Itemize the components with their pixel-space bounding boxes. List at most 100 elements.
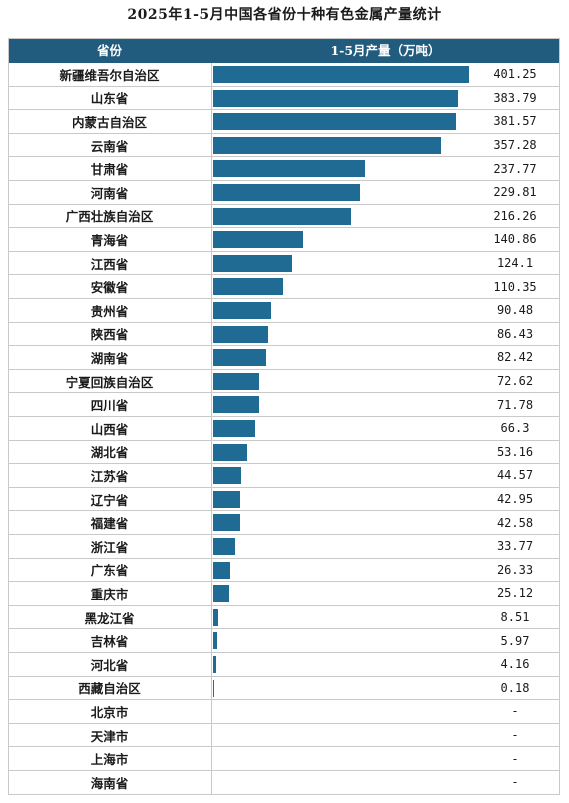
table-row: 福建省 42.58	[8, 511, 560, 535]
province-label: 江苏省	[90, 468, 129, 484]
province-label: 广西壮族自治区	[65, 209, 154, 225]
province-label: 上海市	[90, 752, 129, 768]
value-label: 4.16	[500, 657, 530, 672]
province-label: 吉林省	[90, 634, 129, 650]
value-label: 229.81	[493, 185, 537, 200]
value-bar	[213, 585, 230, 603]
province-label: 天津市	[90, 728, 129, 744]
province-label: 内蒙古自治区	[71, 114, 147, 130]
value-label: 124.1	[496, 256, 534, 271]
table-row: 安徽省 110.35	[8, 275, 560, 299]
table-row: 西藏自治区 0.18	[8, 677, 560, 701]
province-label: 福建省	[90, 516, 129, 532]
value-bar	[213, 420, 256, 437]
value-label: 5.97	[500, 633, 530, 648]
table-row: 广东省 26.33	[8, 559, 560, 583]
table-row: 陕西省 86.43	[8, 323, 560, 347]
value-label: 26.33	[496, 562, 534, 577]
chart-title: 2025年1-5月中国各省份十种有色金属产量统计	[127, 7, 442, 23]
province-label: 重庆市	[90, 586, 129, 602]
value-label: 72.62	[496, 374, 534, 389]
value-bar	[213, 443, 247, 461]
value-label: 110.35	[493, 279, 537, 294]
table-header: 省份 1-5月产量（万吨）	[8, 38, 560, 63]
value-bar	[213, 325, 269, 343]
value-bar	[213, 608, 219, 626]
province-label: 甘肃省	[90, 162, 129, 178]
table-row: 辽宁省 42.95	[8, 488, 560, 512]
value-bar	[213, 231, 303, 249]
value-label: 71.78	[496, 397, 534, 412]
table-row: 云南省 357.28	[8, 134, 560, 158]
value-label: 216.26	[493, 208, 537, 223]
table-row: 甘肃省 237.77	[8, 157, 560, 181]
table-row: 吉林省 5.97	[8, 629, 560, 653]
table-row: 山东省 383.79	[8, 87, 560, 111]
value-bar	[213, 66, 469, 83]
province-label: 安徽省	[90, 280, 129, 296]
value-label: 42.58	[496, 515, 534, 530]
province-label: 陕西省	[90, 327, 129, 343]
province-label: 海南省	[90, 775, 129, 791]
value-bar	[213, 514, 241, 532]
value-label: 140.86	[493, 232, 537, 247]
table-row: 内蒙古自治区 381.57	[8, 110, 560, 134]
value-bar	[213, 136, 441, 154]
value-label: 8.51	[500, 610, 530, 625]
table-row: 湖南省 82.42	[8, 346, 560, 370]
value-label: 90.48	[496, 303, 534, 318]
province-label: 河南省	[90, 185, 129, 201]
value-label: -	[511, 728, 519, 743]
province-label: 青海省	[90, 232, 129, 248]
value-bar	[213, 160, 365, 178]
province-label: 四川省	[90, 398, 129, 414]
value-bar	[213, 656, 216, 673]
table-row: 江苏省 44.57	[8, 464, 560, 488]
table-row: 山西省 66.3	[8, 417, 560, 441]
province-label: 黑龙江省	[84, 610, 135, 626]
value-bar	[213, 302, 271, 319]
province-label: 辽宁省	[90, 492, 129, 508]
value-bar	[213, 490, 241, 508]
table-row: 重庆市 25.12	[8, 582, 560, 606]
value-bar	[213, 184, 360, 201]
value-bar	[213, 396, 259, 414]
value-label: 357.28	[493, 138, 537, 153]
value-label: 383.79	[493, 90, 537, 105]
province-label: 湖南省	[90, 350, 129, 366]
value-label: 33.77	[496, 539, 534, 554]
value-label: 66.3	[500, 421, 530, 436]
province-label: 新疆维吾尔自治区	[59, 67, 160, 83]
province-label: 浙江省	[90, 539, 129, 555]
province-label: 江西省	[90, 256, 129, 272]
value-label: 53.16	[496, 444, 534, 459]
province-label: 河北省	[90, 657, 129, 673]
table-row: 贵州省 90.48	[8, 299, 560, 323]
value-label: -	[511, 704, 519, 719]
province-label: 西藏自治区	[78, 681, 141, 697]
value-bar	[213, 632, 217, 650]
table-row: 上海市 -	[8, 747, 560, 771]
table-row: 北京市 -	[8, 700, 560, 724]
table-row: 广西壮族自治区 216.26	[8, 205, 560, 229]
table-row: 江西省 124.1	[8, 252, 560, 276]
province-label: 山西省	[90, 421, 129, 437]
table-row: 天津市 -	[8, 724, 560, 748]
table-row: 浙江省 33.77	[8, 535, 560, 559]
value-label: 25.12	[496, 586, 534, 601]
province-label: 贵州省	[90, 303, 129, 319]
value-bar	[213, 349, 266, 367]
value-bar	[213, 207, 351, 225]
value-label: 0.18	[500, 680, 530, 695]
value-bar	[213, 278, 284, 296]
table-row: 黑龙江省 8.51	[8, 606, 560, 630]
province-label: 北京市	[90, 704, 129, 720]
province-label: 云南省	[90, 138, 129, 154]
value-bar	[213, 467, 242, 485]
value-bar	[213, 113, 457, 131]
table-row: 河北省 4.16	[8, 653, 560, 677]
table-row: 青海省 140.86	[8, 228, 560, 252]
value-label: 86.43	[496, 326, 534, 341]
value-bar	[213, 254, 293, 272]
value-bar	[213, 679, 214, 697]
